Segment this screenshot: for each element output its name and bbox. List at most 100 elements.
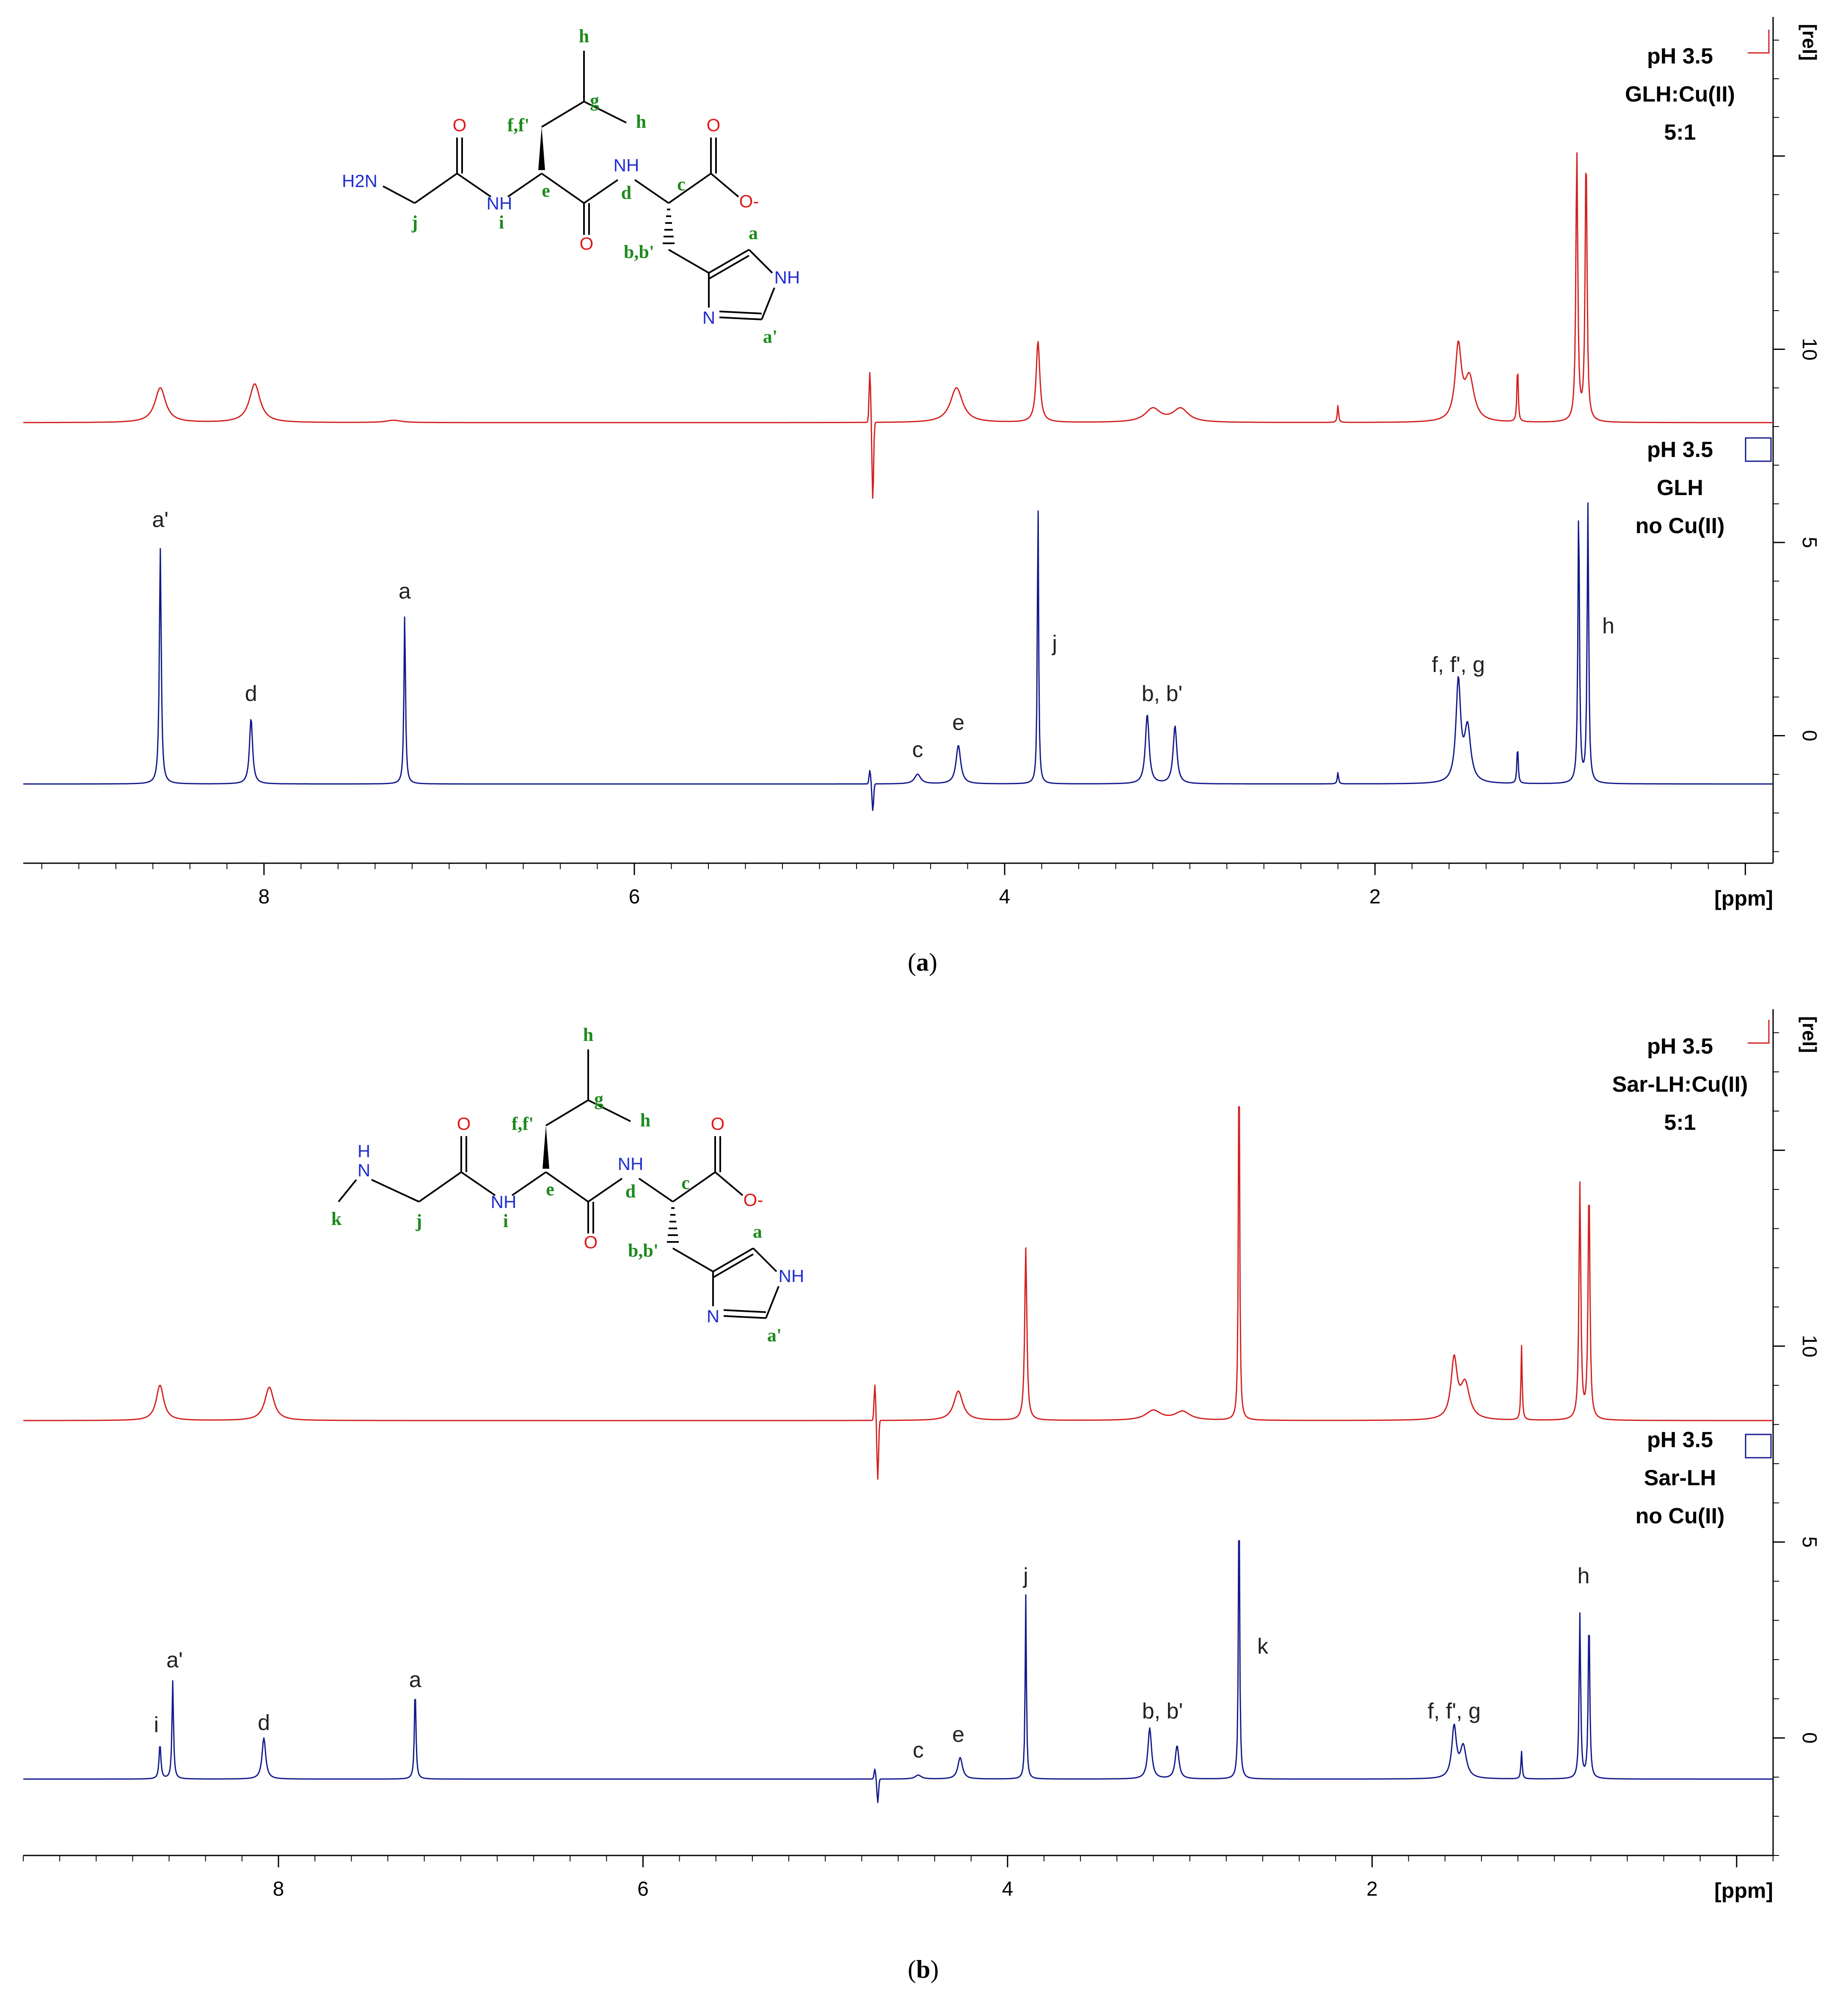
- x-tick-label: 2: [1369, 886, 1381, 908]
- carbonyl-o-atom: O: [580, 234, 594, 253]
- series-label-line: no Cu(II): [1636, 1504, 1725, 1528]
- x-tick-label: 4: [1002, 1878, 1014, 1900]
- peak-label: j: [1051, 631, 1057, 656]
- position-label: e: [546, 1179, 554, 1200]
- series-label-line: pH 3.5: [1647, 44, 1713, 69]
- bond: [752, 1247, 777, 1272]
- ring-n-atom: N: [702, 308, 715, 328]
- bond: [583, 179, 619, 204]
- position-label: h: [583, 1024, 593, 1045]
- wedge-bond: [543, 1126, 549, 1169]
- carbonyl-o-atom: O: [457, 1114, 471, 1134]
- series-label-line: Sar-LH: [1644, 1466, 1716, 1490]
- peak-label: d: [245, 681, 257, 706]
- bond: [719, 311, 762, 314]
- bond: [338, 1179, 357, 1203]
- position-label: a': [763, 326, 777, 347]
- x-tick-label: 8: [258, 886, 270, 908]
- bond: [418, 1171, 462, 1203]
- red-trace-marker: [1748, 1020, 1770, 1044]
- bond: [545, 1171, 589, 1203]
- bond: [511, 1171, 547, 1196]
- red-trace-marker: [1748, 30, 1770, 54]
- bond: [588, 1099, 631, 1122]
- bond: [672, 1247, 714, 1272]
- wedge-bond: [538, 127, 545, 170]
- peak-label: i: [154, 1712, 159, 1737]
- caption-a-label: a: [916, 948, 929, 976]
- amine-h-atom: H: [358, 1141, 370, 1161]
- series-label-line: no Cu(II): [1636, 514, 1725, 538]
- position-label: f,f': [507, 115, 530, 135]
- spectrum-trace-red: [23, 152, 1773, 499]
- series-label-line: 5:1: [1664, 120, 1696, 145]
- bond: [460, 1171, 496, 1196]
- y-tick-label: 0: [1798, 730, 1820, 741]
- bond: [541, 101, 585, 128]
- peak-label: f, f', g: [1427, 1699, 1481, 1723]
- series-label-line: Sar-LH:Cu(II): [1612, 1072, 1748, 1097]
- y-tick-label: 10: [1798, 338, 1820, 361]
- blue-trace-marker: [1745, 1434, 1772, 1459]
- position-label: d: [625, 1181, 636, 1202]
- peak-label: f, f', g: [1432, 652, 1485, 677]
- spectrum-trace-red: [23, 1106, 1773, 1480]
- peak-label: a: [409, 1668, 421, 1692]
- amine-n-atom: H2N: [342, 171, 377, 191]
- bond: [414, 173, 458, 204]
- position-label: b,b': [628, 1240, 658, 1261]
- ring-nh-atom: NH: [779, 1266, 804, 1286]
- peak-label: j: [1022, 1564, 1028, 1588]
- position-label: d: [621, 182, 631, 203]
- spectrum-trace-blue: [23, 1540, 1773, 1803]
- position-label: b,b': [624, 242, 654, 262]
- carboxyl-o-atom: O: [707, 115, 721, 135]
- series-label-line: GLH: [1657, 476, 1703, 500]
- bond: [638, 1178, 674, 1203]
- peak-label: e: [952, 710, 964, 735]
- position-label: h: [640, 1110, 650, 1131]
- caption-a: (a): [908, 948, 937, 976]
- bond: [584, 101, 627, 124]
- bond: [748, 249, 773, 274]
- peak-label: a': [152, 507, 168, 532]
- panel-b-spectrum: 8 6 4 2 [ppm] 10 5 0 [rel] pH 3.5 Sar-LH:Cu(II) 5:1…: [23, 1009, 1820, 1902]
- bond: [456, 173, 492, 198]
- peak-label: h: [1578, 1564, 1590, 1588]
- spectrum-trace-blue: [23, 502, 1773, 811]
- peak-label: d: [258, 1711, 270, 1735]
- position-label: a: [753, 1221, 762, 1242]
- position-label: a': [767, 1325, 782, 1346]
- position-label: e: [542, 180, 550, 201]
- peak-label: c: [913, 1738, 924, 1763]
- amide-nh-atom: NH: [614, 155, 639, 175]
- carboxyl-o-atom: O: [711, 1114, 725, 1134]
- peak-label: h: [1602, 614, 1614, 639]
- x-tick-label: 4: [999, 886, 1011, 908]
- bond: [672, 1171, 716, 1203]
- x-tick-label: 8: [273, 1878, 284, 1900]
- x-tick-label: 2: [1366, 1878, 1378, 1900]
- peak-label: c: [912, 738, 923, 762]
- y-tick-label: 0: [1798, 1732, 1820, 1744]
- bond: [708, 255, 750, 280]
- caption-b: (b): [908, 1955, 939, 1983]
- y-axis-label: [rel]: [1798, 24, 1820, 61]
- bond: [719, 317, 762, 320]
- x-tick-label: 6: [629, 886, 640, 908]
- bond: [545, 1099, 589, 1126]
- bond: [668, 249, 710, 274]
- carbonyl-o-atom: O: [453, 115, 467, 135]
- bond: [710, 173, 739, 198]
- series-label-line: pH 3.5: [1647, 1034, 1713, 1059]
- bond: [723, 1309, 766, 1313]
- series-label-line: pH 3.5: [1647, 438, 1713, 462]
- bond: [587, 1178, 623, 1203]
- amide-nh-atom: NH: [618, 1154, 644, 1174]
- y-axis-label: [rel]: [1798, 1016, 1820, 1053]
- bond: [371, 1179, 419, 1203]
- bond: [708, 249, 750, 274]
- caption-b-label: b: [916, 1955, 931, 1983]
